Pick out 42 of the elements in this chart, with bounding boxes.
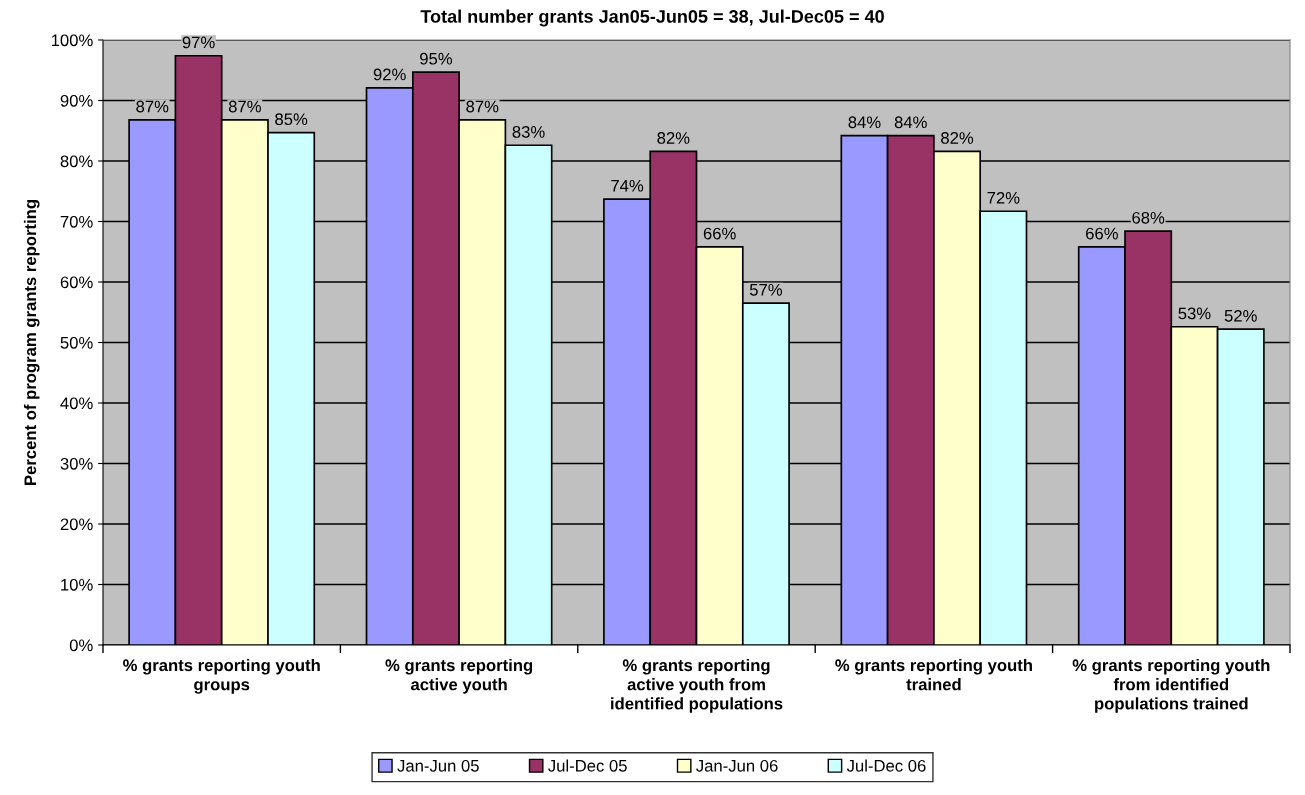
x-tick-label: % grants reporting youth from identified populations trained [1072,658,1270,713]
y-tick-label: 10% [61,578,93,591]
data-label: 97% [182,36,215,49]
x-tick-label: % grants reporting youth groups [123,658,320,694]
y-axis-title: Percent of program grants reporting [23,200,40,485]
data-label: 84% [894,116,927,129]
data-label: 87% [228,100,261,113]
data-label: 57% [749,283,783,296]
data-label: 95% [420,52,453,65]
data-label: 87% [136,100,169,113]
data-label: 85% [275,113,308,126]
data-label: 53% [1178,307,1211,320]
y-tick-label: 70% [60,215,93,228]
x-tick-label: % grants reporting active youth [385,658,533,694]
y-tick-label: 100% [51,34,93,47]
data-label: 66% [1086,227,1118,240]
legend-label: Jan-Jun 06 [696,759,778,772]
y-tick-label: 30% [60,457,93,470]
y-tick-label: 40% [60,397,93,410]
data-label: 84% [848,116,881,129]
legend-label: Jul-Dec 06 [846,759,926,772]
y-tick-label: 20% [60,518,93,531]
data-label: 83% [512,126,545,138]
x-tick-label: % grants reporting youth trained [835,658,1032,691]
data-label: 82% [657,132,690,144]
x-tick-label: % grants reporting active youth from identified populations [611,658,783,713]
chart-title: Total number grants Jan05-Jun05 = 38, Jul-Dec05 = 40 [420,9,884,27]
data-label: 74% [611,179,644,192]
data-label: 82% [941,132,974,144]
legend-label: Jan-Jun 05 [397,759,479,772]
data-label: 92% [373,68,406,81]
data-label: 52% [1224,309,1257,322]
y-tick-label: 90% [60,94,93,107]
y-tick-label: 50% [60,336,93,349]
legend-label: Jul-Dec 05 [548,759,627,772]
y-tick-label: 0% [69,639,93,652]
data-label: 87% [466,100,499,113]
data-label: 66% [703,227,736,240]
data-label: 72% [987,191,1020,204]
y-tick-label: 80% [60,155,93,168]
y-tick-label: 60% [60,276,93,289]
data-label: 68% [1132,211,1165,224]
